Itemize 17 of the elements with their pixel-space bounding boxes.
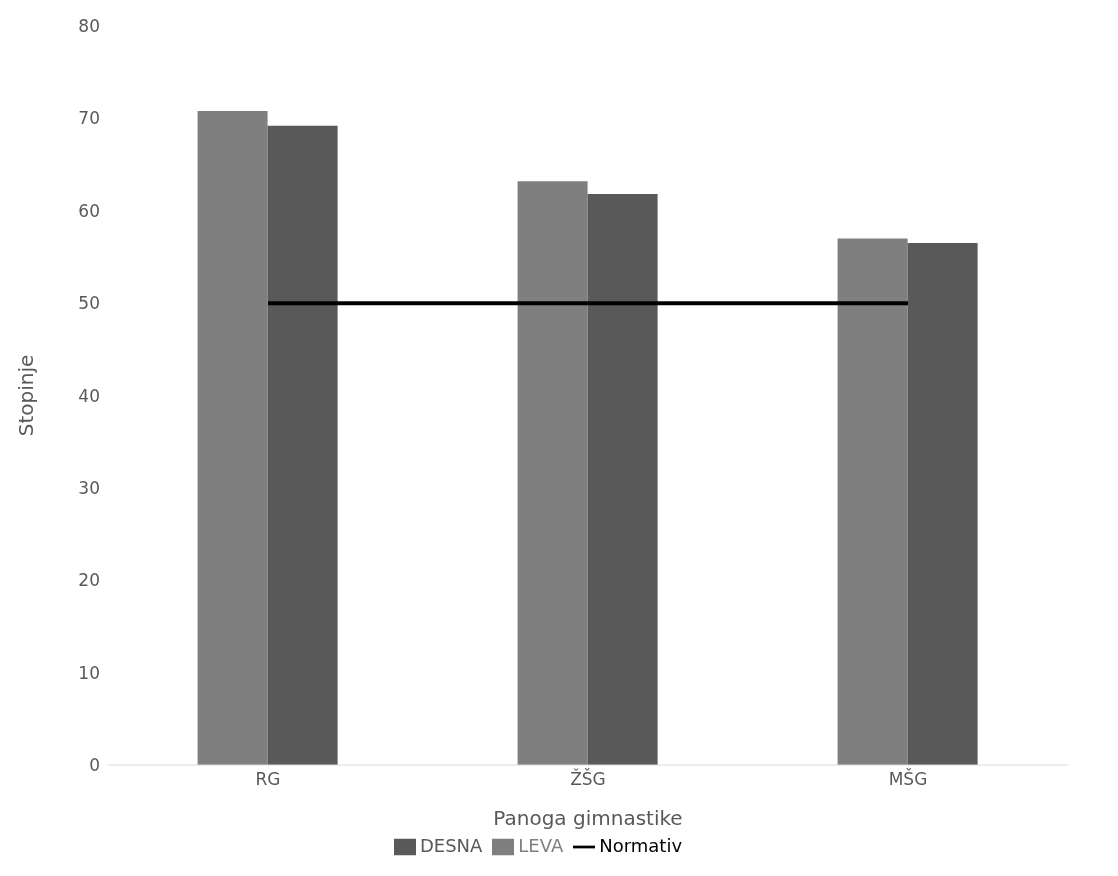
y-axis-title: Stopinje <box>14 354 39 437</box>
x-tick-label: MŠG <box>888 768 928 790</box>
x-tick-label: ŽŠG <box>570 768 606 790</box>
x-tick-label: RG <box>255 769 281 790</box>
legend-label: DESNA <box>419 835 483 856</box>
x-axis-title: Panoga gimnastike <box>493 806 683 830</box>
y-tick-label: 40 <box>78 385 100 406</box>
y-tick-label: 30 <box>78 477 100 498</box>
y-tick-label: 0 <box>89 755 100 776</box>
y-tick-label: 70 <box>78 108 100 129</box>
y-tick-label: 50 <box>78 293 100 314</box>
y-tick-label: 20 <box>78 570 100 591</box>
legend-label: LEVA <box>518 835 564 856</box>
y-tick-label: 60 <box>78 200 100 221</box>
legend-label: Normativ <box>599 835 683 856</box>
y-tick-label: 80 <box>78 16 100 37</box>
y-tick-label: 10 <box>78 662 100 683</box>
